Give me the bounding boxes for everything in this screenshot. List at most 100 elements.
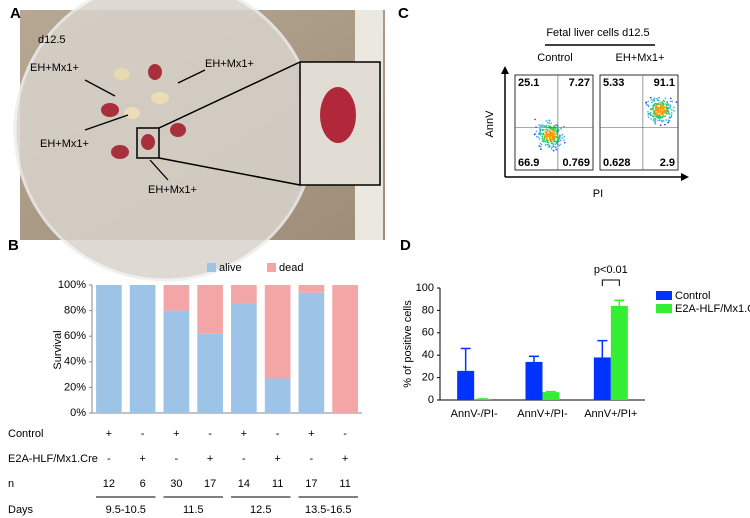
flow-dot	[659, 124, 662, 127]
table-cell: 12	[103, 478, 115, 490]
flow-dot	[541, 137, 544, 140]
flow-dot	[649, 113, 652, 116]
bar-segment	[197, 333, 223, 413]
x-tick-label: AnnV+/PI+	[584, 408, 637, 420]
flow-dot	[654, 115, 657, 117]
legend-label: alive	[219, 262, 242, 274]
flow-dot	[543, 141, 545, 143]
flow-dot	[666, 103, 669, 105]
annotation: p<0.01	[594, 264, 628, 276]
flow-dot	[665, 104, 668, 107]
flow-dot	[663, 100, 666, 103]
flow-dot	[547, 124, 550, 127]
flow-dot	[653, 104, 655, 107]
flow-dot	[554, 129, 556, 131]
flow-dot	[665, 107, 668, 109]
flow-dot	[656, 97, 658, 100]
flow-column: EH+Mx1+	[616, 52, 665, 64]
days-group: 11.5	[183, 504, 204, 516]
flow-dot	[544, 133, 547, 136]
bar-segment	[264, 285, 291, 379]
legend-swatch	[207, 263, 216, 272]
quadrant-value: 0.769	[562, 157, 590, 169]
flow-dot	[667, 119, 670, 122]
table-cell: +	[106, 428, 112, 440]
flow-dot	[544, 129, 546, 131]
table-cell: -	[208, 428, 212, 440]
flow-dot	[647, 110, 649, 113]
flow-dot	[543, 138, 545, 140]
flow-dot	[557, 130, 560, 132]
flow-dot	[539, 125, 542, 127]
flow-dot	[661, 107, 664, 110]
flow-dot	[649, 96, 652, 99]
flow-dot	[665, 119, 668, 121]
flow-dot	[657, 103, 659, 105]
flow-dot	[538, 124, 540, 126]
flow-dot	[653, 112, 656, 115]
bar-segment	[163, 285, 190, 311]
flow-dot	[543, 134, 546, 136]
flow-dot	[561, 137, 563, 139]
flow-dot	[653, 100, 656, 102]
zoom-line	[158, 61, 301, 129]
flow-dot	[551, 146, 553, 148]
flow-dot	[659, 107, 662, 110]
photo-label: EH+Mx1+	[30, 62, 79, 74]
flow-dot	[552, 149, 555, 152]
flow-dot	[534, 132, 537, 135]
flow-dot	[563, 135, 565, 138]
flow-dot	[544, 135, 546, 138]
flow-xlabel: PI	[593, 188, 603, 200]
flow-dot	[555, 146, 557, 149]
flow-dot	[652, 115, 655, 118]
flow-dot	[555, 129, 558, 132]
flow-dot	[545, 128, 548, 131]
legend-swatch	[656, 291, 672, 300]
flow-dot	[540, 143, 543, 146]
y-tick-label: 0%	[70, 407, 86, 419]
flow-dot	[662, 111, 665, 113]
flow-dot	[547, 130, 550, 132]
quadrant-value: 66.9	[518, 157, 539, 169]
flow-dot	[663, 107, 665, 110]
flow-plot	[599, 74, 679, 171]
photo-label: EH+Mx1+	[148, 184, 197, 196]
flow-dot	[657, 108, 660, 110]
quadrant-value: 0.628	[603, 157, 631, 169]
flow-dot	[539, 142, 542, 145]
flow-dot	[552, 142, 554, 145]
flow-dot	[652, 107, 655, 109]
flow-dot	[668, 117, 671, 119]
flow-dot	[662, 119, 665, 122]
flow-dot	[555, 127, 557, 130]
flow-dot	[558, 144, 560, 147]
bar-segment	[298, 292, 325, 413]
flow-dot	[658, 114, 661, 116]
legend-swatch	[656, 304, 672, 313]
flow-dot	[659, 111, 662, 114]
table-cell: +	[274, 453, 280, 465]
flow-dot	[662, 112, 665, 115]
flow-dot	[550, 128, 553, 131]
table-cell: 30	[170, 478, 182, 490]
x-tick-label: AnnV+/PI-	[517, 408, 568, 420]
flow-dot	[541, 128, 544, 131]
flow-dot	[660, 120, 663, 122]
table-cell: -	[175, 453, 179, 465]
flow-dot	[645, 101, 647, 104]
flow-dot	[548, 122, 550, 124]
flow-dot	[560, 127, 562, 130]
flow-dot	[659, 106, 662, 108]
significance-bracket	[601, 279, 620, 286]
flow-dot	[659, 117, 661, 120]
flow-dot	[553, 132, 555, 135]
table-cell: +	[139, 453, 145, 465]
flow-dot	[547, 141, 549, 144]
flow-dot	[654, 118, 657, 121]
flow-dot	[654, 102, 657, 105]
y-axis-label: Survival	[52, 330, 64, 369]
flow-dot	[660, 113, 663, 115]
flow-dot	[669, 100, 672, 103]
flow-dot	[667, 121, 669, 124]
